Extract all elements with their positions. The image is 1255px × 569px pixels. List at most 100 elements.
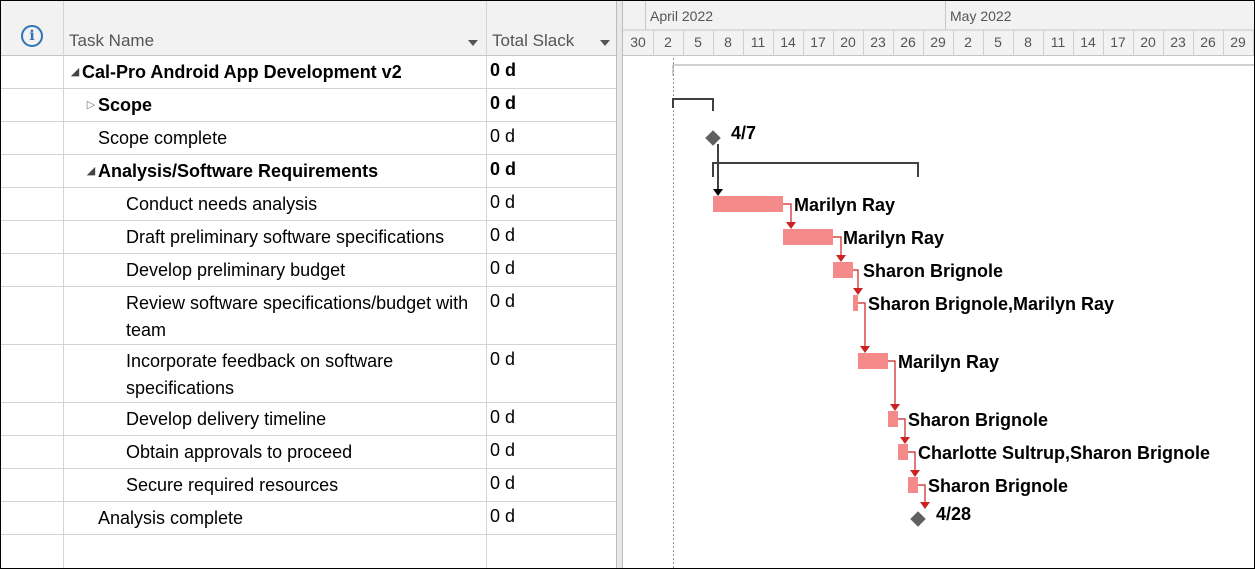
critical-task-bar[interactable] <box>713 196 783 212</box>
critical-task-bar[interactable] <box>858 353 888 369</box>
total-slack-cell[interactable]: 0 d <box>490 506 516 526</box>
critical-link-arrowhead <box>786 222 796 229</box>
timescale-background <box>623 1 1254 56</box>
critical-link-arrowhead <box>910 470 920 477</box>
total-slack-cell[interactable]: 0 d <box>490 349 516 369</box>
task-row[interactable]: Analysis complete 0 d <box>1 502 616 535</box>
critical-task-bar[interactable] <box>833 262 853 278</box>
critical-link <box>888 360 896 405</box>
project-summary-bar[interactable] <box>672 64 1255 76</box>
task-row[interactable]: ◢ Analysis/Software Requirements 0 d <box>1 155 616 188</box>
milestone-date-label: 4/7 <box>731 123 756 143</box>
task-name-cell[interactable]: Analysis complete <box>64 502 487 534</box>
critical-task-bar[interactable] <box>908 477 918 493</box>
task-name-text: Cal-Pro Android App Development v2 <box>82 62 402 82</box>
total-slack-cell[interactable]: 0 d <box>490 192 516 212</box>
task-name-cell[interactable]: Incorporate feedback on software specifi… <box>64 345 487 402</box>
indicator-cell <box>1 502 64 534</box>
collapse-icon[interactable]: ◢ <box>86 165 96 177</box>
resource-name-label: Sharon Brignole <box>928 476 1068 496</box>
indicators-column-header[interactable]: i <box>1 1 64 56</box>
critical-link <box>858 302 866 347</box>
total-slack-cell[interactable]: 0 d <box>490 291 516 311</box>
resource-name-label: Marilyn Ray <box>898 352 999 372</box>
indicator-cell <box>1 155 64 187</box>
task-row[interactable]: Draft preliminary software specification… <box>1 221 616 254</box>
empty-row[interactable] <box>1 535 616 568</box>
timescale-day-label: 11 <box>751 34 766 50</box>
critical-link-arrowhead <box>836 255 846 262</box>
task-name-column-header[interactable]: Task Name <box>64 1 487 56</box>
view-splitter[interactable] <box>616 1 623 568</box>
task-name-text: Review software specifications/budget wi… <box>126 293 469 340</box>
task-name-cell[interactable]: Draft preliminary software specification… <box>64 221 487 253</box>
resource-name-label: Marilyn Ray <box>794 195 895 215</box>
timescale-day-label: 29 <box>930 34 946 50</box>
analysis-complete-milestone[interactable] <box>910 511 926 527</box>
scope-summary-bar[interactable] <box>672 98 714 111</box>
filter-dropdown-icon[interactable] <box>468 40 478 46</box>
task-row[interactable]: Conduct needs analysis 0 d <box>1 188 616 221</box>
task-name-cell[interactable]: Develop preliminary budget <box>64 254 487 286</box>
critical-task-bar[interactable] <box>853 295 858 311</box>
total-slack-cell[interactable]: 0 d <box>490 473 516 493</box>
critical-link-arrowhead <box>900 437 910 444</box>
indicator-cell <box>1 221 64 253</box>
task-name-cell[interactable]: ◢ Analysis/Software Requirements <box>64 155 487 187</box>
collapse-icon[interactable]: ◢ <box>70 66 80 78</box>
task-name-text: Secure required resources <box>126 475 339 495</box>
task-name-cell[interactable]: ◢ Cal-Pro Android App Development v2 <box>64 56 487 88</box>
critical-task-bar[interactable] <box>783 229 833 245</box>
task-row[interactable]: ▷ Scope 0 d <box>1 89 616 122</box>
critical-task-bar[interactable] <box>888 411 898 427</box>
timescale-day-label: 26 <box>900 34 916 50</box>
critical-link <box>783 203 792 223</box>
indicator-cell <box>1 56 64 88</box>
task-name-cell[interactable]: Obtain approvals to proceed <box>64 436 487 468</box>
total-slack-cell[interactable]: 0 d <box>490 159 517 179</box>
milestone-date-label: 4/28 <box>936 504 971 524</box>
timescale-day-label: 11 <box>1051 34 1066 50</box>
timescale-day-label: 2 <box>664 34 672 50</box>
filter-dropdown-icon[interactable] <box>600 40 610 46</box>
critical-link-arrowhead <box>890 404 900 411</box>
expand-icon[interactable]: ▷ <box>86 99 96 111</box>
indicator-cell <box>1 89 64 121</box>
total-slack-cell[interactable]: 0 d <box>490 440 516 460</box>
task-row[interactable]: Incorporate feedback on software specifi… <box>1 345 616 403</box>
task-name-text: Obtain approvals to proceed <box>126 442 353 462</box>
task-name-cell[interactable]: Develop delivery timeline <box>64 403 487 435</box>
task-name-cell[interactable]: Scope complete <box>64 122 487 154</box>
critical-link <box>853 269 859 289</box>
task-name-cell[interactable]: ▷ Scope <box>64 89 487 121</box>
task-row[interactable]: ◢ Cal-Pro Android App Development v2 0 d <box>1 56 616 89</box>
task-row[interactable]: Scope complete 0 d <box>1 122 616 155</box>
empty-cell <box>1 535 64 568</box>
timescale-day-label: 23 <box>1170 34 1186 50</box>
timescale-day-label: 5 <box>994 34 1002 50</box>
task-name-text: Analysis complete <box>98 508 244 528</box>
task-row[interactable]: Review software specifications/budget wi… <box>1 287 616 345</box>
total-slack-cell[interactable]: 0 d <box>490 225 516 245</box>
task-name-cell[interactable]: Secure required resources <box>64 469 487 501</box>
total-slack-cell[interactable]: 0 d <box>490 407 516 427</box>
task-row[interactable]: Develop preliminary budget 0 d <box>1 254 616 287</box>
task-name-cell[interactable]: Review software specifications/budget wi… <box>64 287 487 344</box>
critical-task-bar[interactable] <box>898 444 908 460</box>
task-name-cell[interactable]: Conduct needs analysis <box>64 188 487 220</box>
total-slack-cell[interactable]: 0 d <box>490 258 516 278</box>
task-row[interactable]: Develop delivery timeline 0 d <box>1 403 616 436</box>
indicator-cell <box>1 403 64 435</box>
timescale-day-label: 8 <box>1024 34 1032 50</box>
task-sheet: i Task Name Total Slack ◢ Cal-Pro Android… <box>1 1 616 568</box>
timescale-day-label: 20 <box>1140 34 1156 50</box>
task-row[interactable]: Secure required resources 0 d <box>1 469 616 502</box>
total-slack-cell[interactable]: 0 d <box>490 93 517 113</box>
total-slack-cell[interactable]: 0 d <box>490 60 517 80</box>
total-slack-column-header[interactable]: Total Slack <box>487 1 616 56</box>
total-slack-cell[interactable]: 0 d <box>490 126 516 146</box>
scope-complete-milestone[interactable] <box>705 130 721 146</box>
task-row[interactable]: Obtain approvals to proceed 0 d <box>1 436 616 469</box>
analysis-summary-bar[interactable] <box>712 162 919 177</box>
